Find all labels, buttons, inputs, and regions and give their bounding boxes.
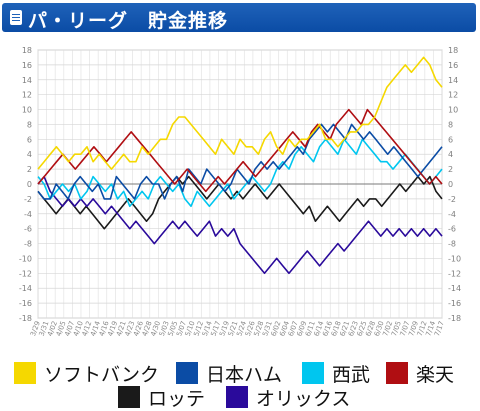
y-tick-label-right: -6 <box>448 225 456 234</box>
series-line <box>37 138 443 208</box>
y-tick-label-right: 6 <box>448 135 453 144</box>
y-tick-label-right: 8 <box>448 120 453 129</box>
y-tick-label-right: -14 <box>448 284 461 293</box>
legend-swatch <box>176 362 198 384</box>
y-tick-label-right: -4 <box>448 210 456 219</box>
series-line <box>37 56 443 170</box>
legend-label: 楽天 <box>416 364 455 386</box>
y-tick-label-right: -2 <box>448 195 456 204</box>
y-tick-label-right: -18 <box>448 314 461 323</box>
y-tick-label: 14 <box>22 76 32 85</box>
legend-swatch <box>386 362 408 384</box>
page-title: パ・リーグ 貯金推移 <box>28 10 229 32</box>
y-tick-label-right: -12 <box>448 269 461 278</box>
document-icon <box>10 10 22 25</box>
y-tick-label-right: 12 <box>448 91 458 100</box>
y-tick-label: 6 <box>27 135 32 144</box>
y-tick-label: -10 <box>19 254 32 263</box>
title-bar: パ・リーグ 貯金推移 <box>2 3 476 32</box>
y-tick-label: -12 <box>19 269 32 278</box>
y-tick-label: -6 <box>24 225 32 234</box>
legend-label: 西武 <box>332 364 371 386</box>
y-tick-label: -16 <box>19 299 32 308</box>
y-tick-label: -2 <box>24 195 32 204</box>
y-tick-label: -8 <box>24 240 32 249</box>
y-tick-label: 16 <box>22 61 32 70</box>
y-tick-label-right: 14 <box>448 76 458 85</box>
y-tick-label-right: 16 <box>448 61 458 70</box>
y-tick-label-right: 4 <box>448 150 453 159</box>
y-tick-label-right: -8 <box>448 240 456 249</box>
y-tick-label: -4 <box>24 210 32 219</box>
legend-swatch <box>226 386 248 408</box>
legend-swatch <box>14 362 36 384</box>
y-tick-label-right: 0 <box>448 180 453 189</box>
y-tick-label: 8 <box>27 120 32 129</box>
y-tick-label-right: 2 <box>448 165 453 174</box>
y-tick-label: 4 <box>27 150 32 159</box>
y-tick-label: 12 <box>22 91 32 100</box>
legend-label: オリックス <box>256 388 351 410</box>
series-line <box>37 175 443 275</box>
legend-label: 日本ハム <box>206 364 283 386</box>
y-tick-label-right: 18 <box>448 46 458 55</box>
series-line <box>37 123 443 200</box>
y-tick-label: 10 <box>22 106 32 115</box>
legend-swatch <box>118 386 140 408</box>
y-tick-label-right: -16 <box>448 299 461 308</box>
savings-line-chart: 18 16 14 12 10 8 6 4 2 0 -2 -4 -6 -8 -10 -12 -14 -16 -18 1… <box>19 46 461 336</box>
y-tick-label: 2 <box>27 165 32 174</box>
y-tick-label: -14 <box>19 284 32 293</box>
x-axis: 03/2903/3104/0204/0504/0704/1004/1204/14… <box>27 319 445 336</box>
y-tick-label: -18 <box>19 314 32 323</box>
y-tick-label: 0 <box>27 180 32 189</box>
legend-label: ソフトバンク <box>44 364 159 386</box>
series-lines <box>37 56 443 275</box>
y-axis-right: 18 16 14 12 10 8 6 4 2 0 -2 -4 -6 -8 -10 -12 -14 -16 -18 <box>448 46 461 323</box>
y-tick-label: 18 <box>22 46 32 55</box>
chart-grid <box>37 49 443 319</box>
series-line <box>37 175 443 230</box>
y-tick-label-right: -10 <box>448 254 461 263</box>
y-tick-label-right: 10 <box>448 106 458 115</box>
y-axis-left: 18 16 14 12 10 8 6 4 2 0 -2 -4 -6 -8 -10 -12 -14 -16 -18 <box>19 46 32 323</box>
legend-swatch <box>302 362 324 384</box>
legend-label: ロッテ <box>148 388 206 410</box>
